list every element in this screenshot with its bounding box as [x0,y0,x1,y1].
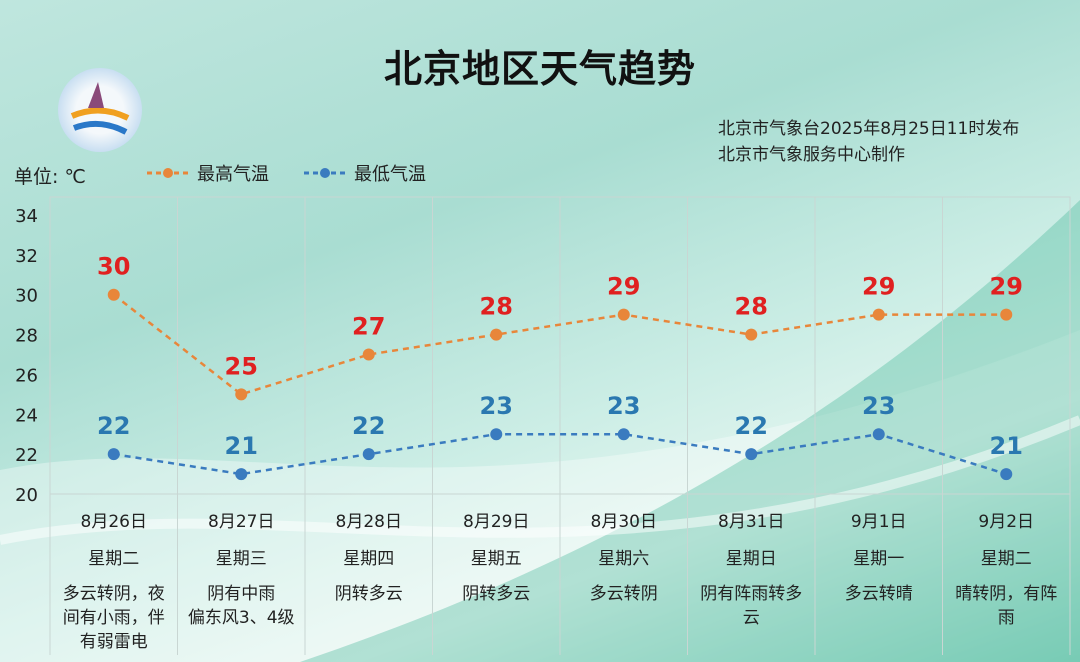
y-tick-label: 20 [15,485,38,506]
data-point [235,468,248,481]
weather-label: 阴转多云 [335,584,403,604]
data-label: 22 [352,412,385,440]
data-point [490,328,503,341]
data-label: 29 [862,273,895,301]
unit-label: 单位: ℃ [14,166,86,188]
legend-high-label: 最高气温 [197,164,269,185]
y-tick-label: 22 [15,445,38,466]
weekday-label: 星期日 [726,549,777,569]
data-label: 22 [97,412,130,440]
weekday-label: 星期二 [88,549,139,569]
weather-label: 晴转阴，有阵雨 [955,584,1057,628]
data-label: 30 [97,253,130,281]
data-point [872,428,885,441]
data-label: 29 [607,273,640,301]
data-point [235,388,248,401]
weather-label: 阴有中雨偏东风3、4级 [188,584,295,628]
data-label: 21 [990,432,1023,460]
legend-high: 最高气温 [145,160,269,186]
data-point [745,328,758,341]
weekday-label: 星期三 [216,549,267,569]
data-point [617,428,630,441]
y-tick-label: 28 [15,326,38,347]
data-point [1000,468,1013,481]
y-tick-label: 30 [15,286,38,307]
date-label: 8月29日 [463,512,529,532]
y-tick-label: 24 [15,405,38,426]
data-label: 23 [862,392,895,420]
weather-label: 多云转阴，夜间有小雨，伴有弱雷电 [63,584,165,652]
legend-low-marker [304,168,346,178]
legend-low: 最低气温 [302,160,426,186]
series-line-low [113,432,1007,476]
date-label: 8月28日 [336,512,402,532]
weekday-label: 星期二 [981,549,1032,569]
data-label: 23 [480,392,513,420]
series-line-high [112,293,1007,396]
data-point [745,448,758,461]
data-label: 28 [480,293,513,321]
y-tick-label: 34 [15,206,38,227]
data-label: 25 [225,352,258,380]
weather-label: 阴有阵雨转多云 [700,584,802,628]
data-label: 28 [735,293,768,321]
data-label: 23 [607,392,640,420]
weekday-label: 星期六 [598,549,649,569]
legend-low-label: 最低气温 [354,164,426,185]
weather-label: 阴转多云 [462,584,530,604]
data-point [362,448,375,461]
date-label: 8月30日 [591,512,657,532]
weather-label: 多云转晴 [845,584,913,604]
data-label: 29 [990,273,1023,301]
weekday-label: 星期一 [853,549,904,569]
data-label: 27 [352,313,385,341]
date-label: 8月27日 [208,512,274,532]
date-label: 9月2日 [978,512,1034,532]
data-label: 21 [225,432,258,460]
publisher-line-2: 北京市气象服务中心制作 [718,145,905,165]
data-point [107,448,120,461]
weekday-label: 星期四 [343,549,394,569]
weekday-label: 星期五 [471,549,522,569]
y-tick-label: 32 [15,246,38,267]
page-title: 北京地区天气趋势 [383,47,696,91]
meteorological-logo [58,68,142,152]
data-point [617,308,630,321]
data-point [107,288,120,301]
legend-high-marker [147,168,189,178]
data-label: 22 [735,412,768,440]
weather-label: 多云转阴 [590,584,658,604]
y-tick-label: 26 [15,365,38,386]
data-point [362,348,375,361]
date-label: 8月26日 [81,512,147,532]
data-point [872,308,885,321]
publisher-line-1: 北京市气象台2025年8月25日11时发布 [718,119,1020,139]
date-label: 8月31日 [718,512,784,532]
data-point [490,428,503,441]
data-point [1000,308,1013,321]
date-label: 9月1日 [851,512,907,532]
